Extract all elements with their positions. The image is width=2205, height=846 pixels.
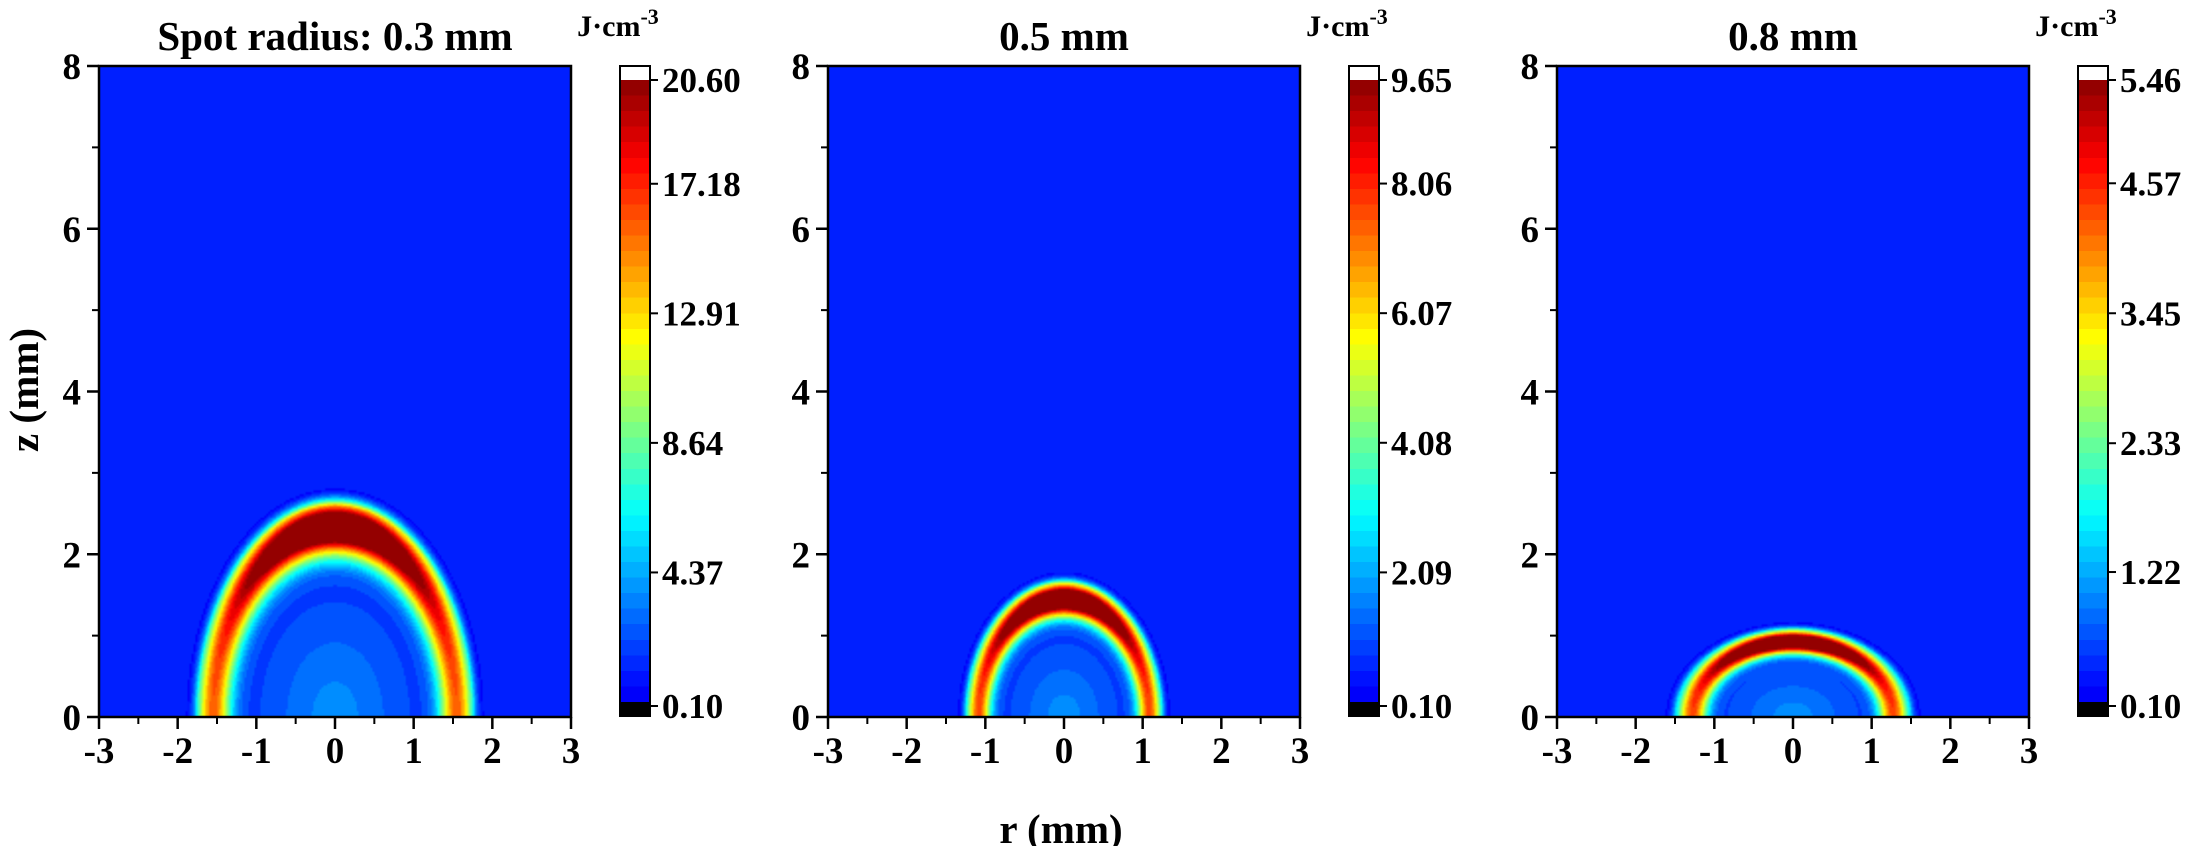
colorbar-over-cap xyxy=(620,66,650,80)
x-tick-label: 1 xyxy=(1862,731,1881,772)
y-tick-label: 4 xyxy=(792,373,811,414)
field-image xyxy=(99,66,571,717)
panels: Spot radius: 0.3 mm-3 -2 -1 0 1 2 302468J·cm-3… xyxy=(63,4,2182,772)
colorbar-tick-label: 0.10 xyxy=(1391,687,1452,726)
x-tick-label: 0 xyxy=(326,731,345,772)
y-tick-label: 0 xyxy=(63,698,82,739)
y-tick-label: 4 xyxy=(63,373,82,414)
field-image xyxy=(828,66,1300,717)
colorbar-gradient xyxy=(620,80,650,702)
colorbar: J·cm-39.658.066.074.082.090.10 xyxy=(1306,4,1452,726)
x-tick-label: 2 xyxy=(483,731,502,772)
x-tick-label: -1 xyxy=(241,731,272,772)
y-axis-label: z (mm) xyxy=(1,328,47,452)
y-tick-label: 8 xyxy=(1521,47,1540,88)
x-tick-label: -2 xyxy=(891,731,922,772)
colorbar-gradient xyxy=(1349,80,1379,702)
colorbar-unit-base: J·cm xyxy=(2035,10,2098,43)
panel-2: 0.5 mm-3 -2 -1 0 1 2 302468J·cm-39.658.066.074… xyxy=(792,4,1453,772)
colorbar-frame xyxy=(619,65,651,717)
colorbar-under-cap xyxy=(1349,702,1379,716)
x-tick-label: -3 xyxy=(84,731,115,772)
colorbar-over-cap xyxy=(2078,66,2108,80)
colorbar-tick-label: 2.33 xyxy=(2120,424,2181,463)
x-tick-label: -2 xyxy=(1620,731,1651,772)
field-image xyxy=(1557,66,2029,717)
colorbar-under-cap xyxy=(2078,702,2108,716)
y-tick-label: 6 xyxy=(1521,210,1540,251)
x-axis-label: r (mm) xyxy=(999,806,1122,846)
colorbar-frame xyxy=(2077,65,2109,717)
x-tick-label: 3 xyxy=(1291,731,1310,772)
y-tick-label: 8 xyxy=(792,47,811,88)
x-tick-label: 0 xyxy=(1784,731,1803,772)
colorbar-tick-label: 0.10 xyxy=(2120,687,2181,726)
x-tick-label: -3 xyxy=(813,731,844,772)
colorbar-tick-label: 8.06 xyxy=(1391,165,1452,204)
colorbar-unit-base: J·cm xyxy=(577,10,640,43)
colorbar-tick-label: 8.64 xyxy=(662,424,723,463)
colorbar-tick-label: 20.60 xyxy=(662,61,741,100)
x-tick-label: -3 xyxy=(1542,731,1573,772)
colorbar-unit-exponent: -3 xyxy=(1369,4,1387,29)
colorbar-tick-label: 4.57 xyxy=(2120,164,2181,203)
colorbar-tick-label: 2.09 xyxy=(1391,553,1452,592)
panel-title: 0.8 mm xyxy=(1728,13,1858,59)
colorbar-unit-exponent: -3 xyxy=(640,4,658,29)
y-tick-label: 2 xyxy=(63,535,82,576)
x-tick-label: 3 xyxy=(562,731,581,772)
colorbar-tick-label: 12.91 xyxy=(662,294,741,333)
y-tick-label: 4 xyxy=(1521,373,1540,414)
colorbar-unit: J·cm-3 xyxy=(2035,4,2117,43)
y-tick-label: 0 xyxy=(1521,698,1540,739)
panel-1: Spot radius: 0.3 mm-3 -2 -1 0 1 2 302468J·cm-3… xyxy=(63,4,741,772)
x-tick-label: -1 xyxy=(1699,731,1730,772)
colorbar-unit-base: J·cm xyxy=(1306,10,1369,43)
y-tick-label: 6 xyxy=(63,210,82,251)
x-tick-label: -2 xyxy=(162,731,193,772)
colorbar-under-cap xyxy=(620,702,650,716)
colorbar-unit-exponent: -3 xyxy=(2098,4,2116,29)
colorbar-tick-label: 5.46 xyxy=(2120,61,2181,100)
colorbar-gradient xyxy=(2078,80,2108,702)
y-tick-label: 0 xyxy=(792,698,811,739)
y-tick-label: 2 xyxy=(792,535,811,576)
colorbar-tick-label: 4.37 xyxy=(662,553,723,592)
y-tick-label: 8 xyxy=(63,47,82,88)
colorbar-tick-label: 3.45 xyxy=(2120,294,2181,333)
panel-title: Spot radius: 0.3 mm xyxy=(157,13,512,59)
colorbar: J·cm-35.464.573.452.331.220.10 xyxy=(2035,4,2181,726)
panel-title: 0.5 mm xyxy=(999,13,1129,59)
colorbar-tick-label: 9.65 xyxy=(1391,61,1452,100)
x-tick-label: 2 xyxy=(1212,731,1231,772)
y-tick-label: 2 xyxy=(1521,535,1540,576)
colorbar-tick-label: 17.18 xyxy=(662,165,741,204)
x-tick-label: 2 xyxy=(1941,731,1960,772)
colorbar-tick-label: 4.08 xyxy=(1391,424,1452,463)
colorbar-tick-label: 0.10 xyxy=(662,687,723,726)
colorbar-frame xyxy=(1348,65,1380,717)
x-tick-label: 0 xyxy=(1055,731,1074,772)
colorbar-unit: J·cm-3 xyxy=(577,4,659,43)
colorbar-tick-label: 6.07 xyxy=(1391,294,1452,333)
x-tick-label: 3 xyxy=(2020,731,2039,772)
colorbar-tick-label: 1.22 xyxy=(2120,553,2181,592)
x-tick-label: 1 xyxy=(404,731,423,772)
x-tick-label: -1 xyxy=(970,731,1001,772)
colorbar-unit: J·cm-3 xyxy=(1306,4,1388,43)
x-tick-label: 1 xyxy=(1133,731,1152,772)
y-tick-label: 6 xyxy=(792,210,811,251)
panel-3: 0.8 mm-3 -2 -1 0 1 2 302468J·cm-35.464.573.452… xyxy=(1521,4,2182,772)
colorbar-over-cap xyxy=(1349,66,1379,80)
